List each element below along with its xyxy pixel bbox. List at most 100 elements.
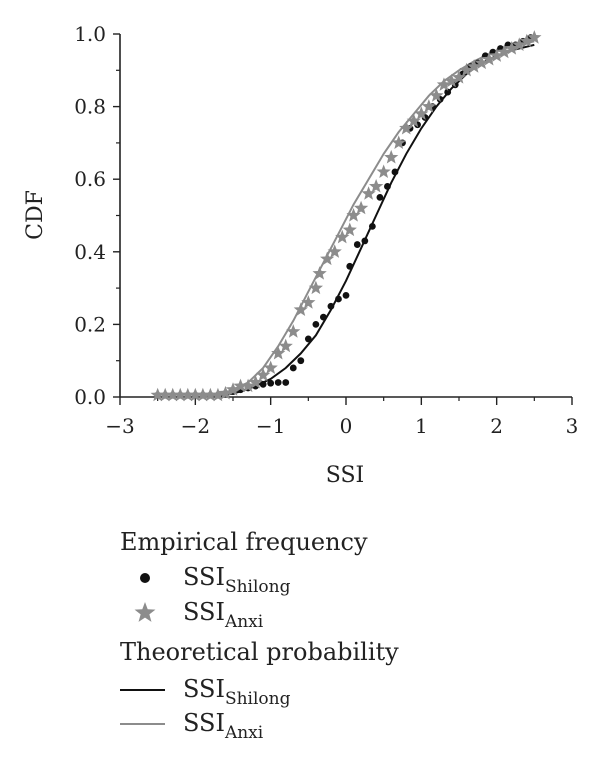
empirical-dot-point [346, 262, 354, 270]
empirical-star-point [312, 266, 327, 280]
x-axis-title: SSI [326, 463, 364, 488]
legend-entry-label-3: SSIAnxi [183, 709, 264, 743]
legend-group-theoretical: Theoretical probability [120, 638, 399, 666]
empirical-star-point [210, 387, 226, 402]
empirical-star-point [376, 164, 391, 179]
empirical-star-point [188, 387, 203, 402]
theoretical-curve-2 [210, 43, 535, 398]
empirical-star-point [150, 387, 165, 402]
empirical-star-point [180, 387, 195, 402]
legend-marker-star [134, 602, 156, 622]
empirical-star-point [436, 77, 452, 91]
legend-entry-base-1: SSI [183, 598, 225, 626]
empirical-star-point [421, 99, 436, 113]
empirical-dot-point [342, 291, 350, 299]
empirical-star-point [399, 120, 414, 135]
empirical-star-point [248, 374, 263, 389]
empirical-points [150, 30, 542, 402]
empirical-star-point [173, 387, 188, 402]
theoretical-curve-3 [202, 40, 535, 398]
empirical-dot-point [335, 295, 342, 303]
empirical-dot-point [267, 379, 275, 387]
x-tick-label: 0 [340, 414, 353, 438]
empirical-star-point [320, 251, 335, 266]
empirical-dot-point [327, 302, 335, 310]
empirical-star-point [158, 387, 173, 402]
empirical-dot-point [376, 193, 384, 201]
theoretical-curves [202, 40, 535, 398]
empirical-star-point [278, 338, 293, 353]
x-tick-label: 1 [415, 414, 428, 438]
x-tick-label: −1 [256, 414, 285, 438]
empirical-star-point [301, 295, 316, 309]
legend-entry-label-1: SSIAnxi [183, 598, 264, 632]
empirical-star-point [444, 73, 459, 88]
empirical-star-point [519, 33, 534, 48]
empirical-star-point [361, 186, 376, 200]
empirical-star-point [497, 44, 512, 59]
y-tick-label: 0.4 [74, 240, 106, 264]
empirical-star-point [353, 200, 369, 215]
empirical-star-point [406, 113, 421, 128]
empirical-dot-point [391, 168, 399, 176]
chart-legend: Empirical frequencySSIShilongSSIAnxiTheo… [120, 528, 399, 743]
empirical-star-point [414, 106, 429, 120]
legend-entry-sub-2: Shilong [225, 689, 291, 709]
empirical-star-point [512, 37, 527, 51]
empirical-dot-point [384, 183, 391, 190]
chart-axes [119, 34, 572, 398]
empirical-star-point [256, 367, 271, 382]
legend-entry-sub-1: Anxi [224, 612, 264, 632]
empirical-star-point [225, 382, 241, 396]
empirical-star-point [203, 387, 218, 402]
y-tick-label: 0.8 [74, 95, 106, 119]
empirical-star-point [286, 324, 301, 338]
legend-entry-label-2: SSIShilong [183, 675, 291, 709]
axis-ticks: −3 −2 −1 0 1 2 3 0.0 0.2 0.4 0.6 0.8 1.0 [74, 22, 578, 438]
x-tick-label: −3 [105, 414, 134, 438]
empirical-star-point [451, 70, 467, 84]
empirical-dot-point [444, 88, 452, 96]
empirical-star-point [504, 41, 519, 55]
empirical-star-point [195, 387, 210, 402]
empirical-dot-point [304, 335, 312, 343]
empirical-star-point [474, 55, 489, 70]
empirical-star-point [466, 59, 482, 73]
empirical-dot-point [297, 357, 305, 365]
empirical-star-point [482, 51, 497, 66]
empirical-dot-point [320, 313, 327, 321]
empirical-dot-point [274, 379, 282, 386]
empirical-star-point [346, 208, 361, 222]
legend-entry-base-3: SSI [183, 709, 225, 737]
empirical-dot-point [259, 380, 267, 388]
empirical-dot-point [282, 379, 290, 386]
empirical-star-point [369, 178, 384, 193]
empirical-dot-point [368, 222, 376, 230]
legend-entry-label-0: SSIShilong [183, 563, 291, 597]
empirical-dot-point [361, 237, 369, 245]
empirical-dot-point [289, 364, 297, 372]
empirical-dot-point [312, 321, 320, 328]
empirical-star-point [271, 345, 286, 360]
empirical-star-point [384, 149, 399, 164]
empirical-star-point [308, 280, 323, 295]
empirical-star-point [342, 222, 357, 237]
empirical-star-point [459, 62, 474, 77]
x-tick-label: 2 [490, 414, 503, 438]
empirical-star-point [233, 378, 248, 393]
legend-entry-base-2: SSI [183, 675, 225, 703]
empirical-star-point [165, 387, 180, 402]
legend-group-empirical: Empirical frequency [120, 528, 368, 556]
legend-entry-sub-3: Anxi [224, 723, 264, 743]
empirical-star-point [240, 378, 256, 393]
x-tick-label: −2 [181, 414, 210, 438]
empirical-star-point [489, 48, 504, 62]
legend-marker-dot [140, 573, 150, 583]
legend-entry-sub-0: Shilong [225, 577, 291, 597]
empirical-star-point [327, 244, 342, 258]
empirical-star-point [218, 385, 233, 400]
y-tick-label: 0.2 [74, 312, 106, 336]
empirical-star-point [263, 360, 278, 375]
legend-entry-base-0: SSI [183, 563, 225, 591]
